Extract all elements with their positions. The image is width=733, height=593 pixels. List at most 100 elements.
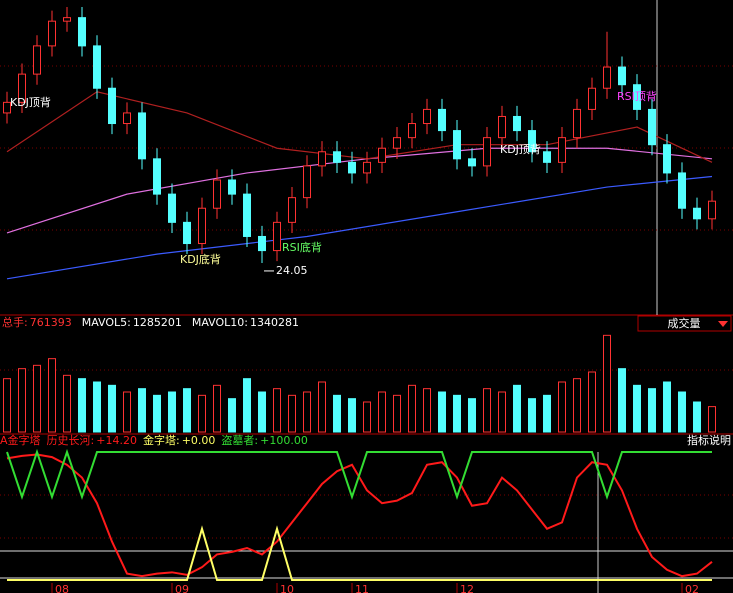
volume-bar bbox=[633, 384, 641, 433]
legend-value: 1340281 bbox=[250, 316, 299, 329]
volume-bar bbox=[63, 374, 71, 433]
volume-bar bbox=[303, 391, 311, 433]
volume-bar bbox=[363, 401, 371, 433]
x-tick-label: 10 bbox=[280, 583, 294, 593]
candle-body bbox=[633, 84, 641, 110]
candle-body bbox=[363, 161, 371, 174]
candle-body bbox=[243, 193, 251, 237]
volume-bar bbox=[288, 394, 296, 433]
volume-bar bbox=[153, 394, 161, 433]
volume-bar bbox=[3, 378, 11, 433]
candle-body bbox=[198, 207, 206, 245]
volume-bar bbox=[258, 391, 266, 433]
candle-body bbox=[48, 20, 56, 47]
candle-body bbox=[708, 200, 716, 220]
candle-body bbox=[153, 158, 161, 195]
volume-bar bbox=[483, 388, 491, 433]
legend-value: +100.00 bbox=[260, 434, 308, 447]
candle-body bbox=[678, 172, 686, 209]
candle-body bbox=[333, 151, 341, 163]
volume-bar bbox=[678, 391, 686, 433]
indicator-button[interactable] bbox=[637, 315, 732, 332]
x-tick-label: 08 bbox=[55, 583, 69, 593]
legend-value: +14.20 bbox=[96, 434, 137, 447]
volume-bar bbox=[273, 388, 281, 433]
candle-body bbox=[78, 17, 86, 47]
indicator-help[interactable]: 指标说明 bbox=[687, 433, 731, 447]
candle-body bbox=[423, 108, 431, 125]
volume-bar bbox=[378, 391, 386, 433]
candle-body bbox=[108, 87, 116, 125]
volume-bar bbox=[93, 381, 101, 433]
signal-annotation: KDJ顶背 bbox=[500, 142, 541, 156]
candle-body bbox=[468, 158, 476, 167]
candle-body bbox=[168, 193, 176, 223]
candle-body bbox=[588, 87, 596, 110]
volume-bar bbox=[183, 388, 191, 433]
candle-body bbox=[303, 165, 311, 199]
candle-body bbox=[573, 108, 581, 139]
candle-body bbox=[648, 108, 656, 146]
low-label: 24.05 bbox=[276, 264, 308, 277]
volume-bar bbox=[408, 384, 416, 433]
candle-body bbox=[498, 115, 506, 139]
volume-bar bbox=[138, 388, 146, 433]
button-label: 成交量 bbox=[668, 316, 701, 330]
volume-bar bbox=[423, 388, 431, 433]
legend-label: 总手: bbox=[2, 315, 28, 329]
signal-annotation: KDJ顶背 bbox=[10, 95, 51, 109]
signal-annotation: RSI底背 bbox=[282, 240, 322, 254]
signal-annotation: RSI顶背 bbox=[617, 89, 657, 103]
candle-body bbox=[123, 112, 131, 125]
candle-body bbox=[183, 221, 191, 245]
volume-bar bbox=[528, 398, 536, 433]
volume-bar bbox=[573, 378, 581, 433]
volume-bar bbox=[468, 398, 476, 433]
volume-bar bbox=[453, 394, 461, 433]
candle-body bbox=[618, 66, 626, 86]
candle-body bbox=[228, 179, 236, 195]
legend-label: MAVOL10: bbox=[192, 316, 248, 329]
volume-bar bbox=[108, 384, 116, 433]
candle-body bbox=[663, 144, 671, 174]
volume-bar bbox=[48, 358, 56, 433]
x-tick-label: 02 bbox=[685, 583, 699, 593]
candle-body bbox=[528, 130, 536, 153]
legend-value: +0.00 bbox=[182, 434, 216, 447]
candle-body bbox=[348, 161, 356, 174]
candle-body bbox=[513, 115, 521, 132]
legend-value: 1285201 bbox=[133, 316, 182, 329]
candle-body bbox=[138, 112, 146, 160]
volume-bar bbox=[708, 406, 716, 433]
dropdown-arrow bbox=[718, 321, 728, 327]
volume-bar bbox=[438, 391, 446, 433]
candle-body bbox=[273, 221, 281, 252]
volume-bar bbox=[393, 394, 401, 433]
volume-bar bbox=[243, 378, 251, 433]
volume-bar bbox=[588, 371, 596, 433]
candle-body bbox=[558, 137, 566, 163]
indicator-line bbox=[6, 453, 713, 578]
volume-bar bbox=[318, 381, 326, 433]
volume-bar bbox=[168, 391, 176, 433]
candle-body bbox=[318, 151, 326, 167]
legend-label: 金字塔: bbox=[143, 433, 180, 447]
candle-body bbox=[288, 197, 296, 223]
volume-bar bbox=[213, 384, 221, 433]
volume-bar bbox=[123, 391, 131, 433]
volume-bar bbox=[648, 388, 656, 433]
legend-label: 盗墓者: bbox=[221, 434, 258, 447]
signal-annotation: KDJ底背 bbox=[180, 252, 221, 266]
volume-bar bbox=[333, 394, 341, 433]
indicator-title: A金字塔 bbox=[0, 433, 41, 447]
candle-body bbox=[378, 147, 386, 163]
candle-body bbox=[18, 73, 26, 103]
volume-bar bbox=[603, 334, 611, 433]
candle-body bbox=[393, 137, 401, 149]
x-tick-label: 12 bbox=[460, 583, 474, 593]
volume-bar bbox=[18, 368, 26, 433]
candle-body bbox=[93, 45, 101, 89]
indicator-line bbox=[7, 525, 712, 581]
